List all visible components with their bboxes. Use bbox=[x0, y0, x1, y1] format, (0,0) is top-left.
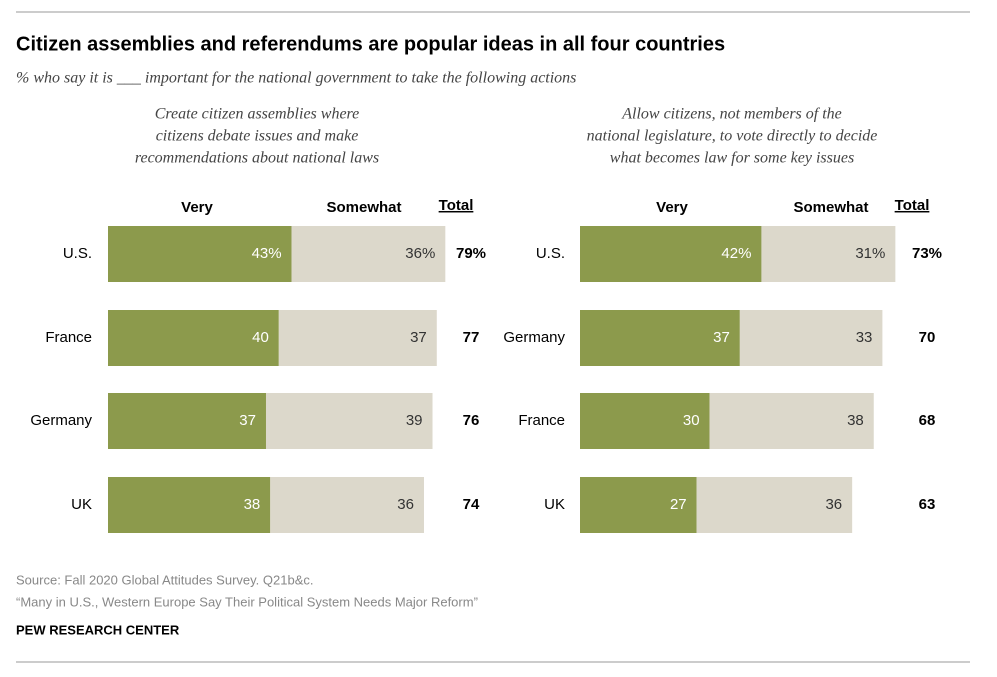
bar-segment bbox=[709, 393, 874, 449]
value-label: 37 bbox=[713, 329, 730, 346]
value-label: 31% bbox=[855, 245, 885, 262]
column-header: Total bbox=[895, 197, 930, 214]
value-label: 40 bbox=[252, 329, 269, 346]
report: “Many in U.S., Western Europe Say Their … bbox=[16, 594, 478, 609]
panel-title: national legislature, to vote directly t… bbox=[587, 128, 878, 145]
value-label: 37 bbox=[410, 329, 427, 346]
value-label: 38 bbox=[847, 412, 864, 429]
total-label: 76 bbox=[463, 412, 480, 429]
total-label: 77 bbox=[463, 329, 480, 346]
total-label: 79% bbox=[456, 245, 486, 262]
bar-segment bbox=[739, 310, 883, 366]
bar-segment bbox=[108, 393, 266, 449]
value-label: 36 bbox=[825, 496, 842, 513]
panel-title: Allow citizens, not members of the bbox=[621, 106, 842, 123]
category-label: U.S. bbox=[536, 245, 565, 262]
value-label: 39 bbox=[406, 412, 423, 429]
column-header: Total bbox=[439, 197, 474, 214]
panel-title: Create citizen assemblies where bbox=[155, 106, 360, 123]
publisher: PEW RESEARCH CENTER bbox=[16, 622, 180, 637]
bar-segment bbox=[580, 393, 710, 449]
total-label: 70 bbox=[919, 329, 936, 346]
value-label: 42% bbox=[721, 245, 751, 262]
value-label: 33 bbox=[856, 329, 873, 346]
value-label: 36 bbox=[397, 496, 414, 513]
bar-segment bbox=[580, 226, 762, 282]
total-label: 74 bbox=[463, 496, 480, 513]
bar-segment bbox=[108, 310, 279, 366]
column-header: Somewhat bbox=[793, 199, 868, 216]
bar-segment bbox=[278, 310, 437, 366]
bar-segment bbox=[270, 477, 424, 533]
column-header: Very bbox=[656, 199, 688, 216]
value-label: 27 bbox=[670, 496, 687, 513]
total-label: 73% bbox=[912, 245, 942, 262]
category-label: France bbox=[518, 412, 565, 429]
total-label: 68 bbox=[919, 412, 936, 429]
bar-segment bbox=[696, 477, 853, 533]
category-label: UK bbox=[71, 496, 92, 513]
category-label: U.S. bbox=[63, 245, 92, 262]
bar-segment bbox=[761, 226, 896, 282]
value-label: 43% bbox=[252, 245, 282, 262]
category-label: Germany bbox=[30, 412, 92, 429]
bar-segment bbox=[580, 477, 697, 533]
bar-segment bbox=[108, 226, 292, 282]
category-label: Germany bbox=[503, 329, 565, 346]
source: Source: Fall 2020 Global Attitudes Surve… bbox=[16, 572, 313, 587]
total-label: 63 bbox=[919, 496, 936, 513]
bar-segment bbox=[580, 310, 740, 366]
bar-segment bbox=[291, 226, 446, 282]
value-label: 36% bbox=[405, 245, 435, 262]
panel-title: what becomes law for some key issues bbox=[610, 150, 854, 167]
category-label: France bbox=[45, 329, 92, 346]
title: Citizen assemblies and referendums are p… bbox=[16, 33, 725, 55]
panel-title: citizens debate issues and make bbox=[156, 128, 359, 145]
subtitle: % who say it is ___ important for the na… bbox=[16, 70, 576, 87]
column-header: Very bbox=[181, 199, 213, 216]
value-label: 38 bbox=[244, 496, 261, 513]
bar-segment bbox=[108, 477, 271, 533]
column-header: Somewhat bbox=[326, 199, 401, 216]
panel-title: recommendations about national laws bbox=[135, 150, 379, 167]
value-label: 37 bbox=[239, 412, 256, 429]
value-label: 30 bbox=[683, 412, 700, 429]
category-label: UK bbox=[544, 496, 565, 513]
bar-segment bbox=[265, 393, 433, 449]
